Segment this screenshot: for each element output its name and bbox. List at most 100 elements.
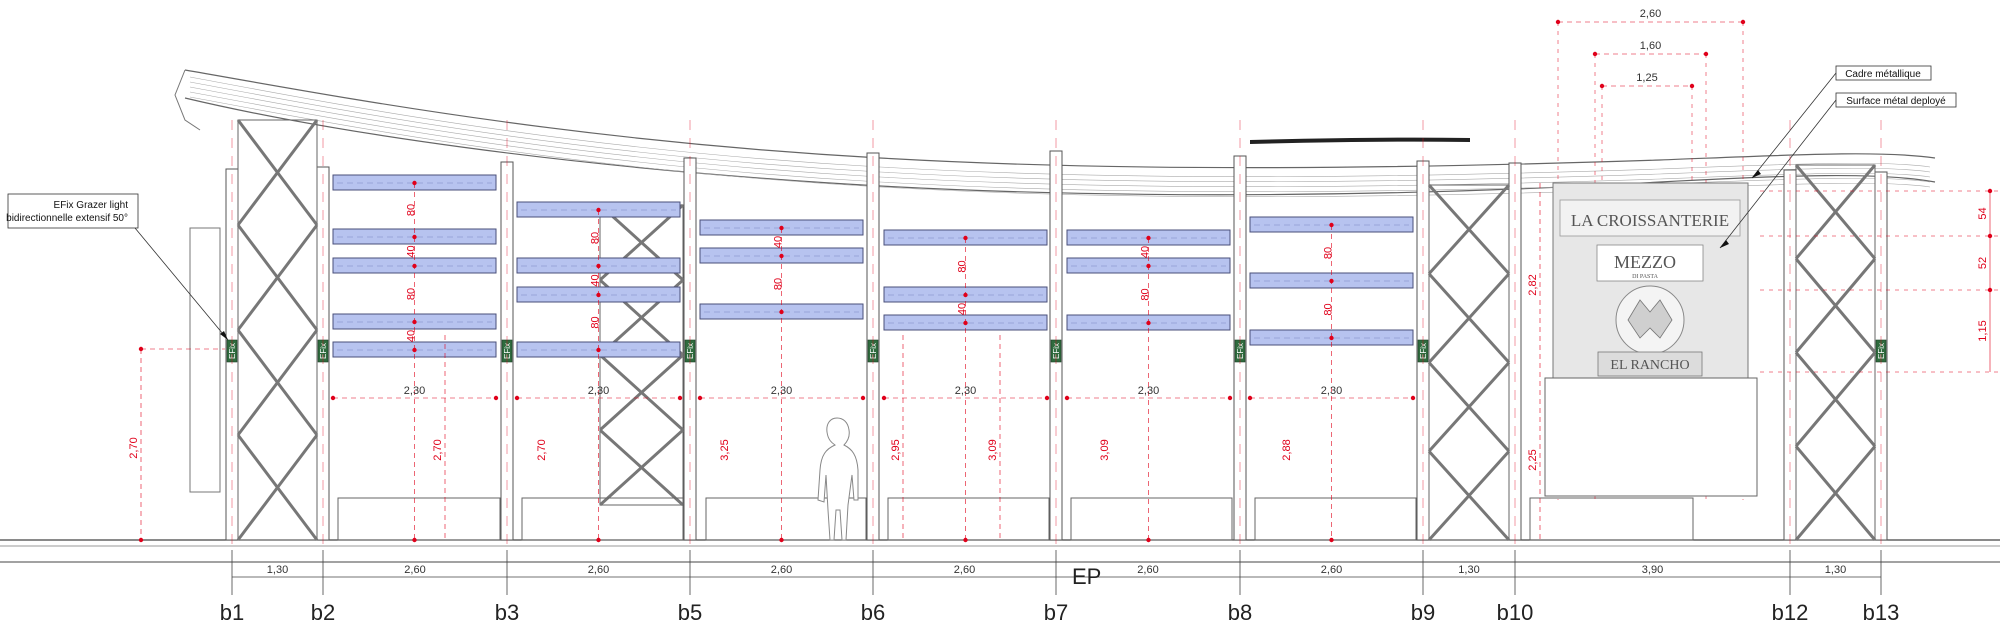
bay-spacing-label: 2,60 <box>404 564 425 576</box>
dim-node <box>1064 395 1070 401</box>
dim-node <box>881 395 887 401</box>
signage-panel: LA CROISSANTERIE MEZZO DI PASTA EL RANCH… <box>1544 182 1758 497</box>
brace-b3-diagonal <box>598 353 685 432</box>
bay-height-label: 2,70 <box>536 439 548 460</box>
shelf-gap-label: 40 <box>406 330 418 342</box>
left-height-label: 2,70 <box>128 437 140 458</box>
dim-node <box>596 347 601 353</box>
axis-label-b10: b10 <box>1497 600 1534 625</box>
dim-node <box>412 234 417 240</box>
axis-label-b8: b8 <box>1228 600 1252 625</box>
dim-node <box>1329 537 1334 543</box>
rancho-star-icon <box>1627 299 1673 339</box>
ep-label: EP <box>1072 564 1101 589</box>
dim-node <box>514 395 520 401</box>
roof-bottom-edge <box>184 97 1936 196</box>
brace-right-frame <box>1795 164 1876 541</box>
brace-b3-diagonal <box>598 428 685 507</box>
shelf-gap-label: 80 <box>1140 288 1152 300</box>
shelf-gap-label: 40 <box>590 274 602 286</box>
human-figure <box>817 417 859 541</box>
sign-right-height-label: 54 <box>1977 207 1989 219</box>
dim-node <box>1329 222 1334 228</box>
dim-node <box>330 395 336 401</box>
dim-node <box>596 263 601 269</box>
dim-node <box>1146 263 1151 269</box>
shelf-gap-label: 40 <box>773 236 785 248</box>
shelf-gap-label: 80 <box>590 316 602 328</box>
shelf-gap-label: 80 <box>406 288 418 300</box>
dim-node <box>1689 83 1695 89</box>
bay-height-label: 2,95 <box>890 439 902 460</box>
brand-mezzo: MEZZO <box>1614 252 1676 272</box>
shelf-gap-label: 80 <box>1323 247 1335 259</box>
dim-node <box>1703 51 1709 57</box>
dim-node <box>779 225 784 231</box>
brace-b9-diagonal <box>1427 272 1511 364</box>
dim-node <box>412 319 417 325</box>
dim-node <box>138 346 144 352</box>
shelf-gap-label: 40 <box>1140 246 1152 258</box>
shelf-gap-label: 80 <box>1323 303 1335 315</box>
bay-width-label: 2,30 <box>1138 385 1159 397</box>
dim-node <box>1247 395 1253 401</box>
bay-spacing-label: 2,60 <box>771 564 792 576</box>
dim-node <box>412 263 417 269</box>
bay-spacing-label: 2,60 <box>954 564 975 576</box>
brace-left-frame <box>237 119 318 541</box>
left-panel <box>189 227 221 493</box>
bay-height-label: 3,09 <box>1099 439 1111 460</box>
roof-top-edge <box>184 69 1936 169</box>
roof-left-cap <box>174 69 201 131</box>
brace-b9-frame <box>1428 184 1510 541</box>
sign-top-width-label: 1,60 <box>1640 40 1661 52</box>
roof-slat <box>189 76 1931 177</box>
roof-slat <box>189 91 1931 192</box>
dim-node <box>963 292 968 298</box>
bay-spacing-label: 2,60 <box>1321 564 1342 576</box>
brace-b9-diagonal <box>1427 183 1511 275</box>
efix-fixtures: EFix EFix EFix EFix EFix EFix EFix EFix EFix <box>226 339 1887 363</box>
shelf-gap-label: 80 <box>957 260 969 272</box>
bay-counter-4 <box>887 497 1050 541</box>
dim-node <box>963 537 968 543</box>
efix-tag-label: EFix <box>1877 343 1886 359</box>
axis-label-b5: b5 <box>678 600 702 625</box>
sign-left-height-label: 2,25 <box>1527 449 1539 470</box>
callout-efix-line1: EFix Grazer light <box>54 200 129 211</box>
brace-left-diagonal <box>236 434 319 541</box>
bay-height-label: 2,70 <box>432 439 444 460</box>
dim-node <box>779 309 784 315</box>
brand-mezzo-sub: DI PASTA <box>1632 274 1658 280</box>
efix-tag-label: EFix <box>1052 343 1061 359</box>
shelf-gap-label: 40 <box>406 245 418 257</box>
brace-right-diagonal <box>1794 445 1877 541</box>
bay-counter-1 <box>337 497 501 541</box>
dim-node <box>596 207 601 213</box>
dim-node <box>412 537 417 543</box>
roof-shadow-strip <box>1250 137 1470 144</box>
dim-node <box>1329 335 1334 341</box>
brand-mezzo-box <box>1596 244 1704 282</box>
bay-spacing-label: 3,90 <box>1642 564 1663 576</box>
bay-spacing-label: 1,30 <box>267 564 288 576</box>
grid-axes: b1 b2 b3 b5 b6 b7 b8 b9 b10 b12 b13 1,30 2,60 2,60 2,6… <box>220 120 1899 625</box>
axis-label-b7: b7 <box>1044 600 1068 625</box>
efix-tag-label: EFix <box>869 343 878 359</box>
axis-label-b6: b6 <box>861 600 885 625</box>
sign-right-height-label: 52 <box>1977 257 1989 269</box>
dim-node <box>779 253 784 259</box>
sign-top-width-label: 2,60 <box>1640 8 1661 20</box>
bay-counter-3 <box>705 497 867 541</box>
shelf-gap-label: 80 <box>590 232 602 244</box>
efix-tag-label: EFix <box>228 343 237 359</box>
bay-width-label: 2,30 <box>404 385 425 397</box>
bay-counter-5 <box>1070 497 1233 541</box>
bay-width-label: 2,30 <box>1321 385 1342 397</box>
dim-node <box>779 537 784 543</box>
brace-left-diagonal <box>236 224 319 331</box>
efix-tag-label: EFix <box>319 343 328 359</box>
bay-width-label: 2,30 <box>955 385 976 397</box>
dim-node <box>677 395 683 401</box>
dim-node <box>1329 278 1334 284</box>
